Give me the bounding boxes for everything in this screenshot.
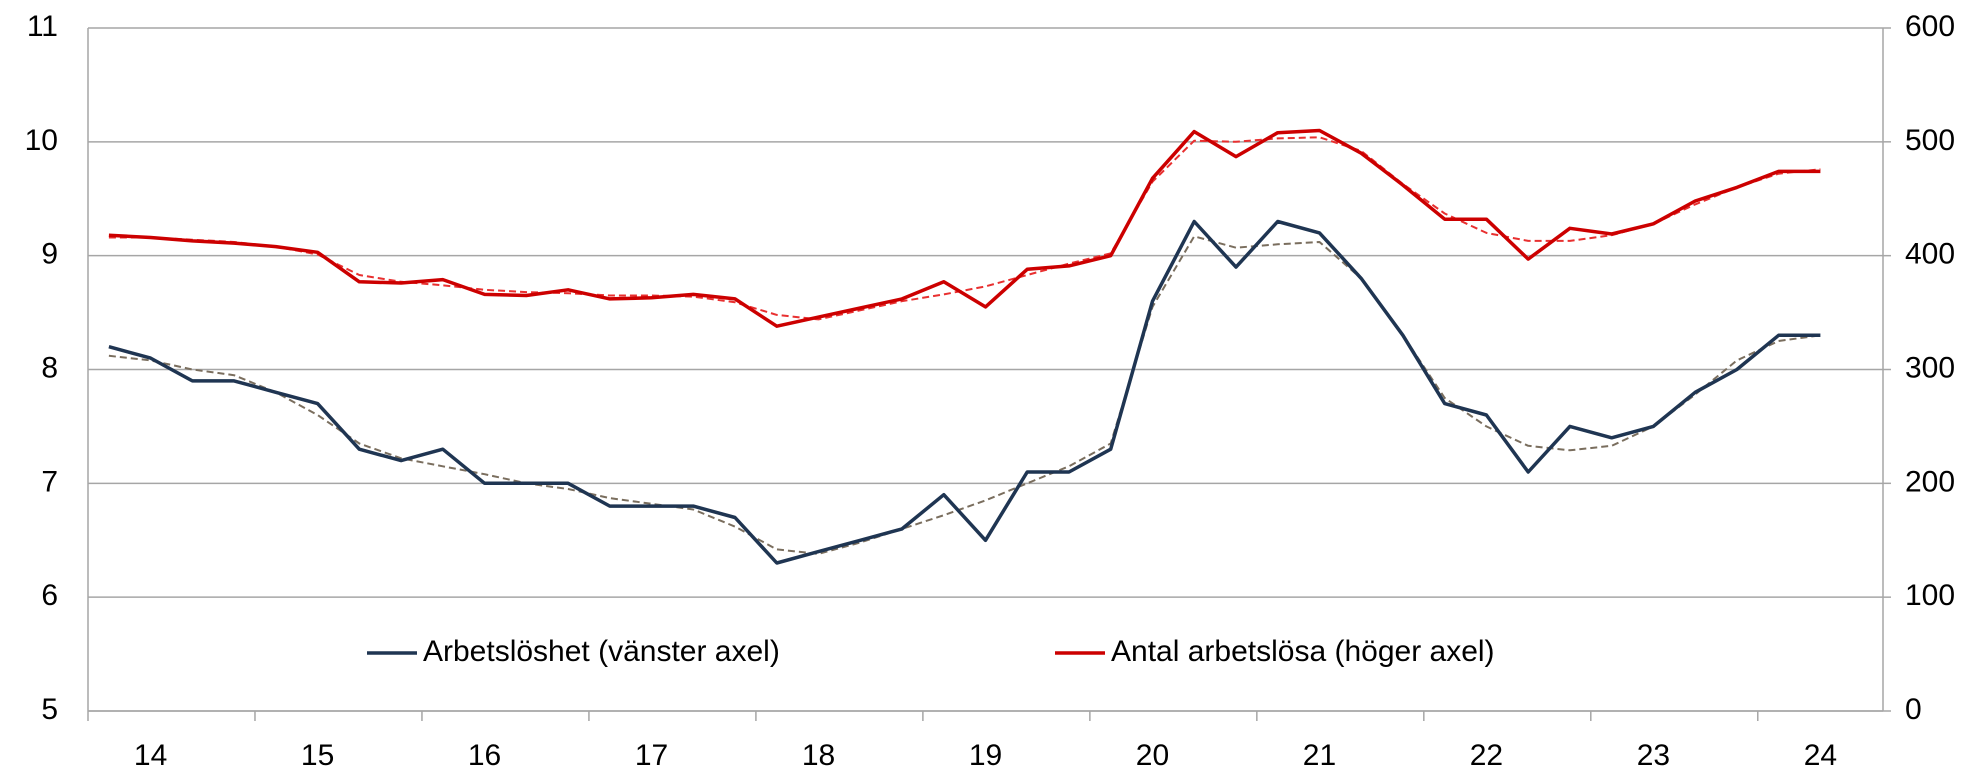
- y2-tick-label: 200: [1905, 465, 1955, 498]
- y-tick-label: 10: [25, 124, 58, 157]
- x-tick-label: 19: [969, 739, 1002, 771]
- y2-tick-label: 100: [1905, 579, 1955, 612]
- y-tick-label: 5: [41, 693, 58, 726]
- x-tick-label: 17: [635, 739, 668, 771]
- x-tick-label: 15: [301, 739, 334, 771]
- y2-tick-label: 400: [1905, 238, 1955, 271]
- y-tick-label: 11: [27, 10, 58, 43]
- x-tick-label: 20: [1136, 739, 1169, 771]
- y-tick-label: 7: [41, 465, 58, 498]
- y2-tick-label: 600: [1905, 10, 1955, 43]
- legend-label: Arbetslöshet (vänster axel): [423, 635, 780, 668]
- trend-line: [108, 136, 1821, 321]
- series-line: [108, 219, 1821, 565]
- y2-tick-label: 500: [1905, 124, 1955, 157]
- y2-tick-label: 0: [1905, 693, 1922, 726]
- y-tick-label: 8: [41, 351, 58, 384]
- x-tick-label: 14: [134, 739, 167, 771]
- trend-line: [108, 235, 1821, 555]
- x-tick-label: 18: [802, 739, 835, 771]
- x-tick-label: 21: [1303, 739, 1336, 771]
- legend-label: Antal arbetslösa (höger axel): [1111, 635, 1495, 668]
- y-tick-label: 9: [41, 238, 58, 271]
- x-tick-label: 16: [468, 739, 501, 771]
- y2-tick-label: 300: [1905, 351, 1955, 384]
- y-tick-label: 6: [41, 579, 58, 612]
- x-tick-label: 23: [1637, 739, 1670, 771]
- series-line: [108, 128, 1821, 328]
- x-tick-label: 22: [1470, 739, 1503, 771]
- x-tick-label: 24: [1804, 739, 1837, 771]
